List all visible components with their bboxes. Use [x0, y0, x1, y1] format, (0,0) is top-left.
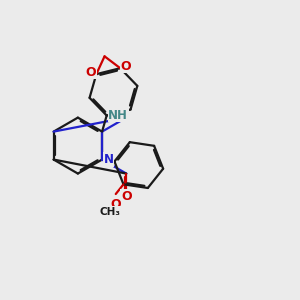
Text: N: N	[103, 153, 114, 166]
Text: O: O	[110, 197, 121, 211]
Text: CH₃: CH₃	[99, 207, 120, 217]
Text: O: O	[86, 66, 96, 79]
Text: O: O	[120, 60, 131, 73]
Text: NH: NH	[108, 109, 128, 122]
Text: O: O	[121, 190, 132, 203]
